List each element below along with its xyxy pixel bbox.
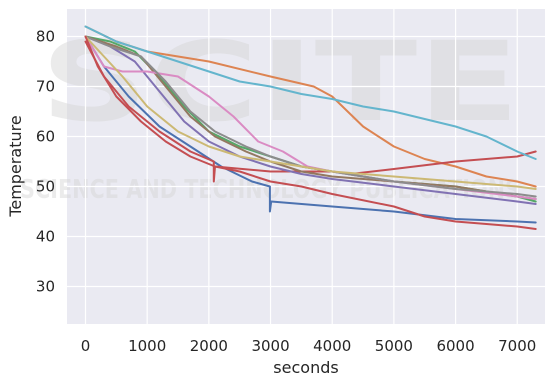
x-tick-label: 1000 [128, 337, 166, 355]
series-line-8 [84, 35, 537, 198]
y-tick-label: 80 [36, 28, 55, 46]
x-tick-label: 3000 [251, 337, 289, 355]
series-line-9 [84, 35, 537, 190]
series-line-11 [84, 35, 537, 230]
y-tick-label: 50 [36, 178, 55, 196]
y-tick-labels: 30 40 50 60 70 80 [36, 28, 55, 296]
x-tick-label: 6000 [436, 337, 474, 355]
y-tick-label: 40 [36, 228, 55, 246]
y-tick-label: 70 [36, 78, 55, 96]
x-tick-label: 0 [81, 337, 91, 355]
y-tick-label: 60 [36, 128, 55, 146]
y-tick-label: 30 [36, 278, 55, 296]
x-tick-label: 7000 [498, 337, 536, 355]
x-axis-label: seconds [273, 358, 338, 377]
x-tick-label: 5000 [375, 337, 413, 355]
series-group [84, 25, 537, 230]
x-tick-label: 4000 [313, 337, 351, 355]
y-axis-label: Temperature [6, 115, 25, 217]
series-line-2 [84, 25, 537, 188]
series-line-1 [84, 35, 537, 224]
x-tick-label: 2000 [190, 337, 228, 355]
watermark: SCITE SCIENCE AND TECHNOLOGY PUBLICATION… [20, 18, 520, 205]
series-line-5 [84, 35, 537, 205]
x-tick-labels: 0 1000 2000 3000 4000 5000 6000 7000 [81, 337, 537, 355]
series-line-10 [84, 25, 537, 160]
watermark-main: SCITE [40, 18, 520, 146]
